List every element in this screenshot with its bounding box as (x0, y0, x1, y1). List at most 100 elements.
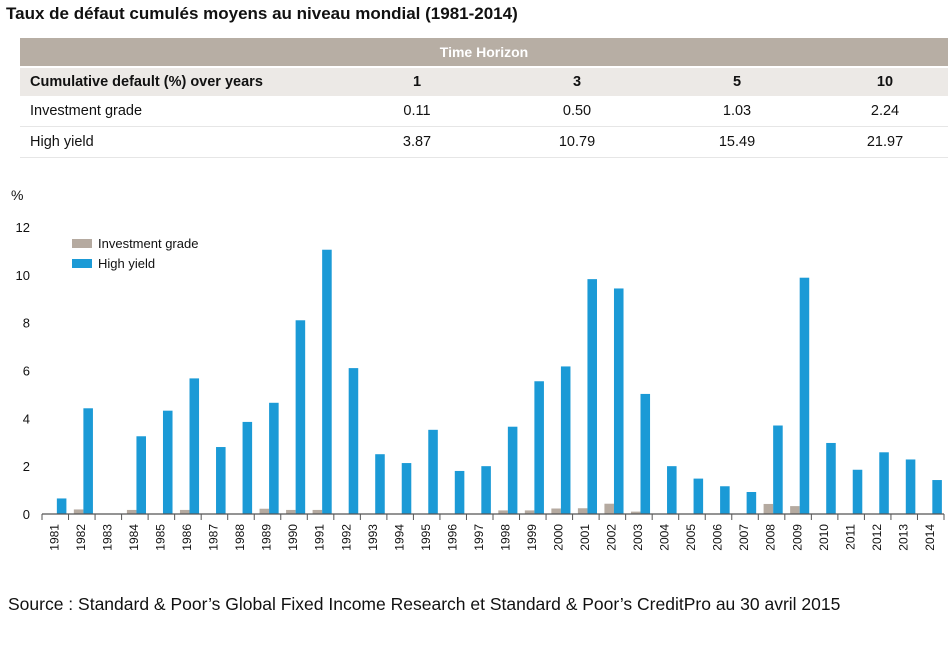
bar-investment-grade (73, 509, 84, 514)
default-rate-bar-chart: % 0 2 4 6 8 10 12 1981 1982 1983 1984 1985 1986 1987 19… (11, 187, 945, 551)
bar-high-yield (799, 277, 810, 514)
x-tick-label: 1986 (180, 524, 194, 551)
bar-high-yield (162, 410, 173, 514)
table-cell: 0.11 (403, 103, 431, 119)
x-tick-label: 1991 (313, 524, 327, 551)
bar-investment-grade (790, 506, 800, 514)
bar-high-yield (189, 378, 200, 514)
bar-high-yield (534, 381, 544, 514)
bar-high-yield (693, 478, 704, 514)
bar-investment-grade (286, 509, 296, 514)
bar-investment-grade (524, 510, 535, 514)
x-tick-label: 2007 (737, 524, 751, 551)
bar-high-yield (507, 426, 518, 514)
table-header-row: Cumulative default (%) over years 1 3 5 … (20, 68, 948, 96)
table-band-header: Time Horizon (20, 38, 948, 68)
bar-high-yield (852, 469, 863, 514)
bar-high-yield (667, 466, 677, 514)
bar-high-yield (454, 470, 465, 514)
bar-high-yield (720, 486, 730, 514)
bar-high-yield (428, 429, 438, 514)
x-tick-label: 1987 (207, 524, 221, 551)
table-cell: 0.50 (562, 103, 592, 119)
table-row-label: Investment grade (30, 103, 143, 119)
bar-high-yield (481, 466, 491, 514)
bar-high-yield (773, 425, 783, 514)
bar-high-yield (905, 459, 916, 514)
y-tick-label: 0 (23, 507, 30, 522)
y-tick-label: 2 (23, 459, 30, 474)
x-tick-label: 2014 (923, 524, 937, 551)
table-row: High yield 3.87 10.79 15.49 21.97 (20, 127, 948, 158)
bar-high-yield (640, 393, 651, 514)
y-tick-label: 4 (23, 411, 30, 426)
table-header-cell: 10 (876, 74, 894, 90)
table-cell: 21.97 (866, 134, 904, 150)
bar-high-yield (401, 463, 412, 514)
table-cell: 3.87 (402, 134, 432, 150)
legend-label-investment-grade: Investment grade (98, 236, 198, 251)
bar-high-yield (322, 249, 332, 514)
x-tick-label: 2001 (578, 524, 592, 551)
bar-high-yield (269, 402, 279, 514)
y-tick-label: 6 (23, 364, 30, 379)
bar-high-yield (746, 491, 757, 514)
y-tick-label: 8 (23, 316, 30, 331)
x-tick-label: 1984 (127, 524, 141, 551)
bar-investment-grade (259, 508, 270, 514)
table-cell: 15.49 (718, 134, 756, 150)
x-tick-label: 1992 (339, 524, 353, 551)
bar-high-yield (560, 366, 571, 514)
bar-high-yield (587, 279, 597, 514)
bar-investment-grade (126, 509, 137, 514)
table-cell: 10.79 (558, 134, 596, 150)
default-rate-table: Time Horizon Cumulative default (%) over… (20, 38, 948, 158)
x-tick-label: 1988 (233, 524, 247, 551)
bar-high-yield (826, 442, 836, 514)
x-tick-label: 2013 (896, 524, 910, 551)
bar-investment-grade (577, 508, 588, 514)
x-tick-label: 2005 (684, 524, 698, 551)
x-tick-label: 2010 (817, 524, 831, 551)
bar-investment-grade (312, 509, 323, 514)
x-tick-label: 1993 (366, 524, 380, 551)
bar-investment-grade (763, 503, 774, 514)
x-tick-label: 1997 (472, 524, 486, 551)
bar-high-yield (56, 498, 67, 514)
bar-high-yield (932, 480, 942, 514)
x-tick-label: 2006 (711, 524, 725, 551)
table-header-cell: 3 (572, 74, 582, 90)
x-tick-label: 1996 (445, 524, 459, 551)
bar-high-yield (348, 368, 359, 514)
x-tick-label: 1999 (525, 524, 539, 551)
x-tick-label: 1985 (154, 524, 168, 551)
x-tick-label: 2000 (551, 524, 565, 551)
x-tick-label: 1982 (74, 524, 88, 551)
x-tick-label: 1981 (47, 524, 61, 551)
bar-investment-grade (630, 511, 641, 514)
table-header-cell: 5 (732, 74, 742, 90)
x-tick-label: 2008 (764, 524, 778, 551)
legend-label-high-yield: High yield (98, 256, 155, 271)
y-axis-label: % (11, 187, 23, 203)
legend-swatch-investment-grade (72, 239, 92, 248)
bar-investment-grade (179, 509, 190, 514)
x-tick-label: 1995 (419, 524, 433, 551)
bar-investment-grade (498, 510, 508, 514)
x-tick-label: 2004 (658, 524, 672, 551)
x-tick-label: 1989 (260, 524, 274, 551)
bar-high-yield (83, 408, 93, 514)
x-tick-label: 1983 (100, 524, 114, 551)
table-cell: 2.24 (870, 103, 900, 119)
bar-investment-grade (604, 503, 614, 514)
source-note: Source : Standard & Poor’s Global Fixed … (8, 594, 841, 614)
table-header-cell: Cumulative default (%) over years (30, 74, 263, 90)
x-tick-label: 2012 (870, 524, 884, 551)
y-tick-label: 10 (16, 268, 30, 283)
table-row: Investment grade 0.11 0.50 1.03 2.24 (20, 96, 948, 127)
x-tick-label: 2009 (790, 524, 804, 551)
bar-high-yield (136, 436, 146, 514)
bar-high-yield (375, 454, 385, 514)
x-tick-label: 1998 (498, 524, 512, 551)
x-tick-label: 2011 (843, 524, 857, 550)
